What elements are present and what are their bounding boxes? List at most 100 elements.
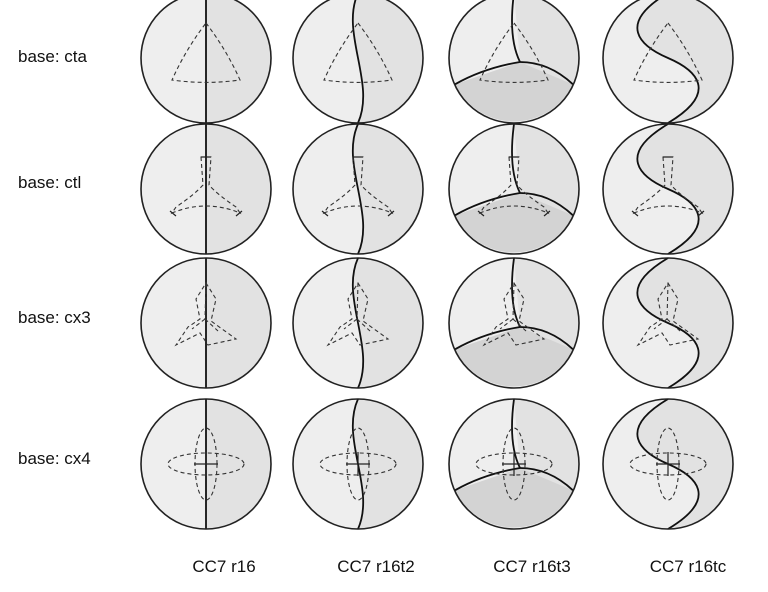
cut-arm-right — [519, 61, 574, 85]
column-label-r16t2: CC7 r16t2 — [337, 557, 414, 576]
disk-outline — [602, 123, 734, 255]
row-label-cx4: base: cx4 — [18, 449, 91, 468]
shaded-region — [352, 124, 423, 254]
center-cross — [656, 452, 680, 476]
dashed-triangle-outline — [171, 22, 241, 83]
cut-regions — [205, 0, 271, 123]
shaded-region-bottom — [455, 62, 573, 122]
dashed-horizontal-lobe — [319, 452, 397, 476]
shaded-region — [352, 0, 423, 123]
disk-outline — [448, 0, 580, 124]
cut-s-curve — [636, 124, 700, 254]
cut-arm-top — [511, 0, 521, 63]
cut-arm-top — [511, 399, 521, 469]
dashed-horizontal-lobe — [629, 452, 707, 476]
disk-outline — [292, 123, 424, 255]
column-label-r16t3: CC7 r16t3 — [493, 557, 570, 576]
disk-cta-r16t2 — [292, 0, 424, 124]
shaded-region — [637, 0, 733, 123]
cut-regions — [454, 0, 579, 122]
cut-regions — [636, 124, 733, 254]
disk-cx3-r16 — [140, 257, 272, 389]
disk-outline — [140, 0, 272, 124]
shaded-region — [637, 124, 733, 254]
cut-regions — [636, 0, 733, 123]
disk-cx3-r16tc — [602, 257, 734, 389]
dashed-tripod-outline — [322, 156, 394, 215]
dashed-inner-spokes — [343, 282, 371, 332]
disk-cta-r16tc — [602, 0, 734, 124]
dashed-triangle-outline — [633, 22, 703, 83]
disk-ctl-r16tc — [602, 123, 734, 255]
disk-cx3-r16t2 — [292, 257, 424, 389]
shaded-region-right — [514, 0, 579, 85]
cut-arm-left — [454, 192, 521, 216]
column-label-r16tc: CC7 r16tc — [650, 557, 727, 576]
cut-arm-top — [511, 258, 521, 328]
disk-ctl-r16t3 — [448, 123, 580, 255]
center-cross — [502, 452, 526, 476]
shaded-region — [206, 258, 271, 388]
dashed-inner-spokes — [191, 282, 219, 332]
dashed-horizontal-lobe — [167, 452, 245, 476]
disk-outline — [292, 398, 424, 530]
cut-arm-left — [454, 326, 521, 350]
dashed-inner-spokes — [653, 282, 681, 332]
cut-regions — [205, 258, 271, 388]
shaded-region-bottom — [455, 193, 573, 253]
dashed-triangle-outline — [323, 22, 393, 83]
dashed-tripod-outline — [170, 156, 242, 215]
disk-cta-r16t3 — [448, 0, 580, 124]
disk-ctl-r16 — [140, 123, 272, 255]
dashed-inner-spokes — [499, 282, 527, 332]
shaded-region — [206, 399, 271, 529]
cut-regions — [351, 258, 423, 388]
disk-outline — [602, 398, 734, 530]
row-label-cta: base: cta — [18, 47, 88, 66]
tripod-end-caps — [477, 156, 551, 217]
cut-regions — [454, 124, 579, 253]
disk-cx4-r16 — [140, 398, 272, 530]
dashed-three-lobe-outline — [174, 281, 238, 347]
dashed-three-lobe-outline — [326, 281, 390, 347]
row-labels: base: cta base: ctl base: cx3 base: cx4 — [18, 47, 91, 468]
center-cross — [194, 452, 218, 476]
disk-outline — [292, 257, 424, 389]
shaded-region — [352, 258, 423, 388]
disk-outline — [448, 257, 580, 389]
shaded-region-bottom — [455, 468, 573, 528]
disk-outline — [140, 398, 272, 530]
shaded-region-bottom — [455, 327, 573, 387]
cut-regions — [454, 258, 579, 387]
shaded-region-right — [514, 399, 579, 491]
disk-cx4-r16t2 — [292, 398, 424, 530]
cut-s-curve — [636, 258, 700, 388]
cut-arm-right — [519, 467, 574, 491]
cut-curve — [351, 0, 365, 123]
disk-cx4-r16tc — [602, 398, 734, 530]
cut-arm-left — [454, 467, 521, 491]
dashed-horizontal-lobe — [475, 452, 553, 476]
center-cross — [346, 452, 370, 476]
cut-arm-top — [511, 124, 521, 194]
shaded-region-right — [514, 124, 579, 216]
cut-regions — [636, 258, 733, 388]
cut-regions — [205, 124, 271, 254]
cut-regions — [454, 399, 579, 528]
shaded-region — [637, 258, 733, 388]
disk-cta-r16 — [140, 0, 272, 124]
cut-arm-right — [519, 326, 574, 350]
shaded-region — [206, 0, 271, 123]
dashed-tripod-outline — [478, 156, 550, 215]
shaded-region — [352, 399, 423, 529]
dashed-three-lobe-outline — [636, 281, 700, 347]
tripod-end-caps — [169, 156, 243, 217]
column-labels: CC7 r16 CC7 r16t2 CC7 r16t3 CC7 r16tc — [192, 557, 726, 576]
disk-cx3-r16t3 — [448, 257, 580, 389]
shaded-region-right — [514, 258, 579, 350]
tripod-end-caps — [321, 156, 395, 217]
dashed-three-lobe-outline — [482, 281, 546, 347]
disk-outline — [448, 123, 580, 255]
disk-outline — [602, 0, 734, 124]
